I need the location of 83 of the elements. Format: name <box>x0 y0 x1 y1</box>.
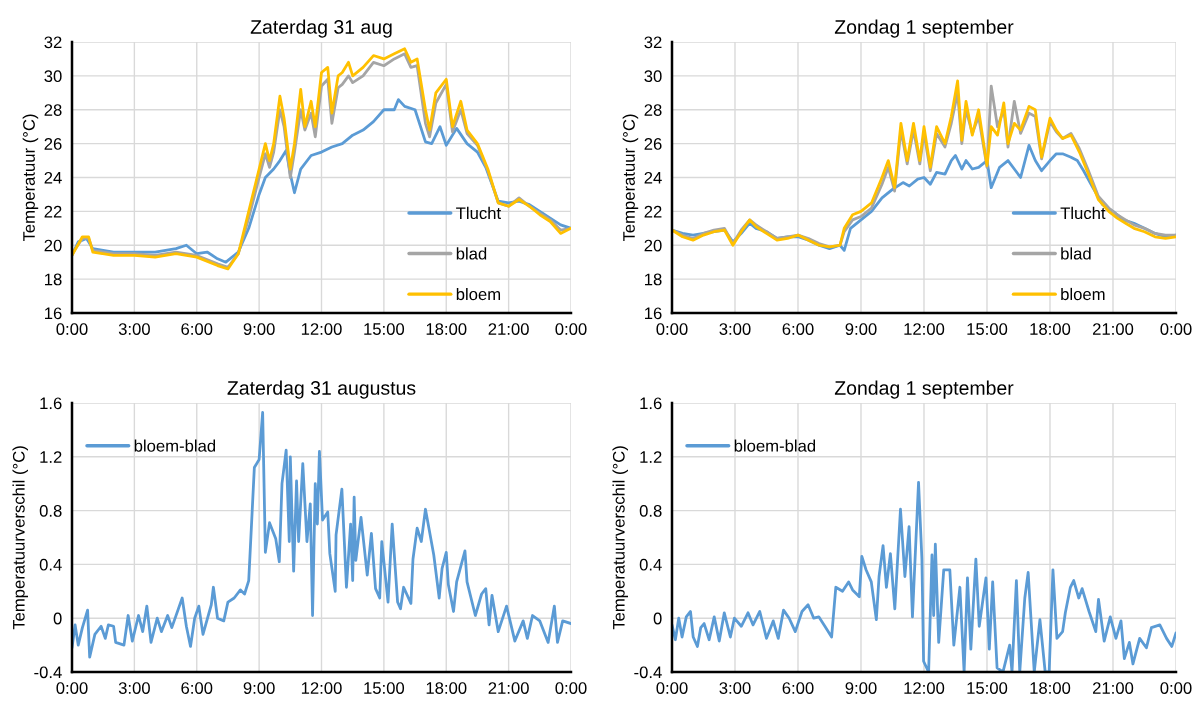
x-tick-label: 18:00 <box>426 682 467 694</box>
x-tick-label: 12:00 <box>904 682 945 694</box>
chart-title: Zondag 1 september <box>834 380 1014 399</box>
y-tick-label: 32 <box>44 36 62 49</box>
legend-label: Tlucht <box>456 206 501 220</box>
line-series <box>72 411 571 659</box>
x-tick-label: 15:00 <box>364 682 405 694</box>
x-tick-label: 0:00 <box>1160 682 1192 694</box>
x-tick-label: 12:00 <box>301 323 342 335</box>
x-tick-label: 6:00 <box>181 682 213 694</box>
y-axis-title: Temperatuurverschil (°C) <box>12 446 29 630</box>
y-tick-label: 0.4 <box>639 558 662 571</box>
y-tick-label: 22 <box>44 205 62 218</box>
y-tick-label: 0.4 <box>39 558 62 571</box>
x-tick-label: 0:00 <box>56 323 88 335</box>
legend-label: bloem-blad <box>134 439 216 452</box>
y-tick-label: 1.2 <box>640 451 662 463</box>
legend-label: Tlucht <box>1060 206 1106 220</box>
x-tick-label: 21:00 <box>488 323 529 335</box>
y-tick-label: 1.6 <box>640 397 662 410</box>
legend-label: blad <box>1061 247 1091 260</box>
y-tick-label: 32 <box>644 36 662 49</box>
x-tick-label: 12:00 <box>301 682 342 694</box>
y-tick-label: 1.6 <box>40 397 62 410</box>
x-tick-label: 9:00 <box>243 323 275 335</box>
x-tick-label: 6:00 <box>782 682 814 694</box>
x-tick-label: 21:00 <box>1092 682 1134 694</box>
y-tick-label: 30 <box>44 70 62 83</box>
chart-title: Zaterdag 31 augustus <box>227 380 416 399</box>
y-axis-title: Temperatuurverschil (°C) <box>612 446 629 630</box>
x-tick-label: 3:00 <box>719 682 751 694</box>
legend-label: blad <box>456 247 487 260</box>
chart-title: Zondag 1 september <box>834 19 1014 38</box>
x-tick-label: 21:00 <box>488 682 529 694</box>
x-tick-label: 9:00 <box>243 682 275 694</box>
y-tick-label: 0 <box>53 612 62 625</box>
y-tick-label: 26 <box>644 138 662 150</box>
x-tick-label: 15:00 <box>364 323 405 335</box>
y-tick-label: 28 <box>644 104 662 116</box>
y-tick-label: 16 <box>45 307 62 320</box>
x-tick-label: 0:00 <box>656 323 688 335</box>
y-tick-label: 30 <box>644 70 662 83</box>
x-tick-label: 6:00 <box>782 323 814 335</box>
y-tick-label: 18 <box>45 273 62 286</box>
x-tick-label: 0:00 <box>656 682 688 694</box>
x-tick-label: 9:00 <box>845 682 877 694</box>
x-tick-label: 18:00 <box>1030 323 1071 335</box>
x-tick-label: 3:00 <box>118 682 150 694</box>
x-tick-label: 12:00 <box>904 323 945 335</box>
y-tick-label: 20 <box>44 239 62 252</box>
x-tick-label: 6:00 <box>181 323 213 335</box>
x-tick-label: 0:00 <box>555 323 587 335</box>
x-tick-label: 18:00 <box>426 323 467 335</box>
x-tick-label: 3:00 <box>118 323 150 335</box>
y-axis-title: Temperatuur (°C) <box>622 114 639 242</box>
x-tick-label: 0:00 <box>56 682 88 694</box>
y-tick-label: 26 <box>44 138 62 150</box>
x-tick-label: 0:00 <box>555 682 587 694</box>
y-tick-label: 0.8 <box>639 505 662 517</box>
x-tick-label: 15:00 <box>967 323 1008 335</box>
y-tick-label: 18 <box>645 273 662 286</box>
y-tick-label: 22 <box>644 205 662 218</box>
y-tick-label: 1.2 <box>40 451 62 463</box>
x-tick-label: 3:00 <box>719 323 751 335</box>
x-tick-label: 18:00 <box>1030 682 1071 694</box>
y-tick-label: -0.4 <box>634 666 662 679</box>
y-tick-label: 0.8 <box>39 505 62 517</box>
y-tick-label: 28 <box>44 104 62 116</box>
y-tick-label: 24 <box>644 171 662 184</box>
x-tick-label: 15:00 <box>967 682 1008 694</box>
y-tick-label: 16 <box>645 307 662 320</box>
y-axis-title: Temperatuur (°C) <box>22 114 39 242</box>
y-tick-label: 20 <box>644 239 662 252</box>
legend-label: bloem-blad <box>734 439 816 452</box>
legend-label: bloem <box>456 287 501 301</box>
chart-title: Zaterdag 31 aug <box>250 19 392 38</box>
y-tick-label: -0.4 <box>34 666 62 679</box>
y-tick-label: 0 <box>653 612 662 625</box>
x-tick-label: 21:00 <box>1092 323 1134 335</box>
legend-label: bloem <box>1061 287 1105 301</box>
y-tick-label: 24 <box>44 171 62 184</box>
x-tick-label: 0:00 <box>1160 323 1192 335</box>
x-tick-label: 9:00 <box>845 323 877 335</box>
